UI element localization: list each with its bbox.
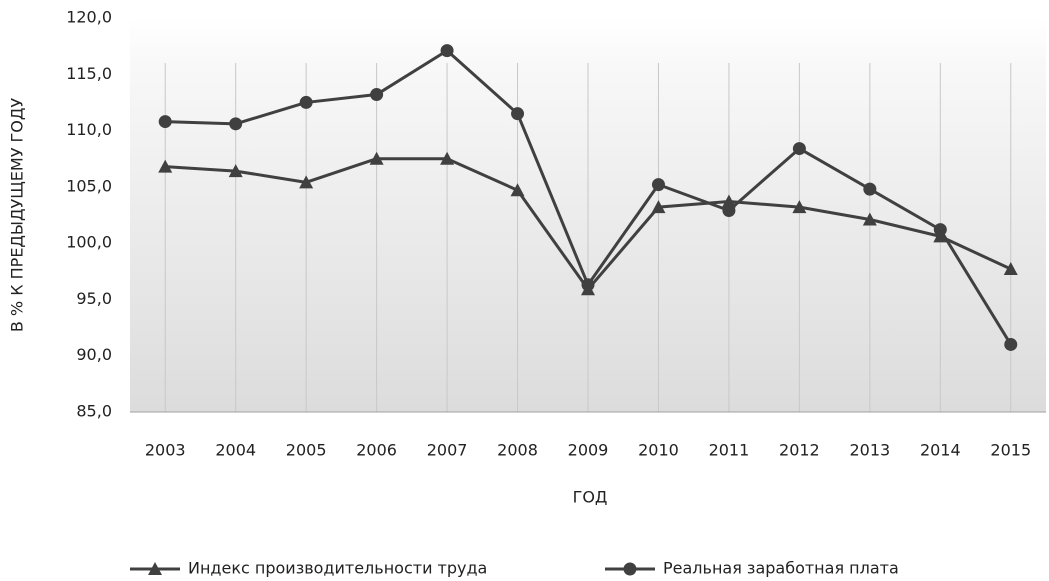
marker bbox=[511, 107, 525, 121]
marker bbox=[299, 175, 314, 189]
marker bbox=[722, 203, 736, 217]
marker bbox=[299, 95, 313, 109]
x-tick-label: 2008 bbox=[497, 441, 538, 460]
y-tick-label: 85,0 bbox=[76, 402, 112, 421]
marker bbox=[158, 115, 172, 129]
marker bbox=[1003, 262, 1018, 276]
x-axis-title: ГОД bbox=[573, 488, 608, 507]
x-tick-label: 2007 bbox=[427, 441, 468, 460]
marker bbox=[158, 159, 173, 173]
marker bbox=[440, 44, 454, 58]
legend-label: Реальная заработная плата bbox=[663, 559, 899, 578]
y-tick-label: 95,0 bbox=[76, 289, 112, 308]
y-tick-label: 115,0 bbox=[66, 64, 112, 83]
marker bbox=[510, 183, 525, 197]
x-tick-label: 2003 bbox=[145, 441, 186, 460]
marker bbox=[623, 562, 637, 576]
x-tick-label: 2004 bbox=[215, 441, 256, 460]
y-tick-label: 105,0 bbox=[66, 176, 112, 195]
x-tick-label: 2012 bbox=[779, 441, 820, 460]
marker bbox=[229, 117, 243, 131]
marker bbox=[440, 151, 455, 165]
x-tick-label: 2006 bbox=[356, 441, 397, 460]
x-tick-label: 2015 bbox=[990, 441, 1031, 460]
marker bbox=[792, 200, 807, 214]
marker bbox=[369, 151, 384, 165]
y-tick-label: 90,0 bbox=[76, 345, 112, 364]
marker bbox=[863, 182, 877, 196]
marker bbox=[651, 200, 666, 214]
marker bbox=[1004, 337, 1018, 351]
marker bbox=[228, 164, 243, 178]
x-tick-label: 2009 bbox=[568, 441, 609, 460]
x-tick-label: 2010 bbox=[638, 441, 679, 460]
y-tick-label: 100,0 bbox=[66, 233, 112, 252]
marker bbox=[933, 223, 947, 237]
x-tick-label: 2013 bbox=[849, 441, 890, 460]
y-tick-label: 110,0 bbox=[66, 120, 112, 139]
marker bbox=[370, 88, 384, 102]
marker bbox=[651, 178, 665, 192]
x-tick-label: 2014 bbox=[920, 441, 961, 460]
marker bbox=[862, 212, 877, 226]
y-tick-label: 120,0 bbox=[66, 8, 112, 27]
marker bbox=[792, 142, 806, 156]
marker bbox=[148, 562, 162, 575]
x-tick-label: 2011 bbox=[709, 441, 750, 460]
marker bbox=[581, 278, 595, 292]
marker bbox=[721, 194, 736, 208]
x-tick-label: 2005 bbox=[286, 441, 327, 460]
legend-label: Индекс производительности труда bbox=[188, 559, 487, 578]
y-axis-title: В % К ПРЕДЫДУЩЕМУ ГОДУ bbox=[8, 98, 27, 333]
